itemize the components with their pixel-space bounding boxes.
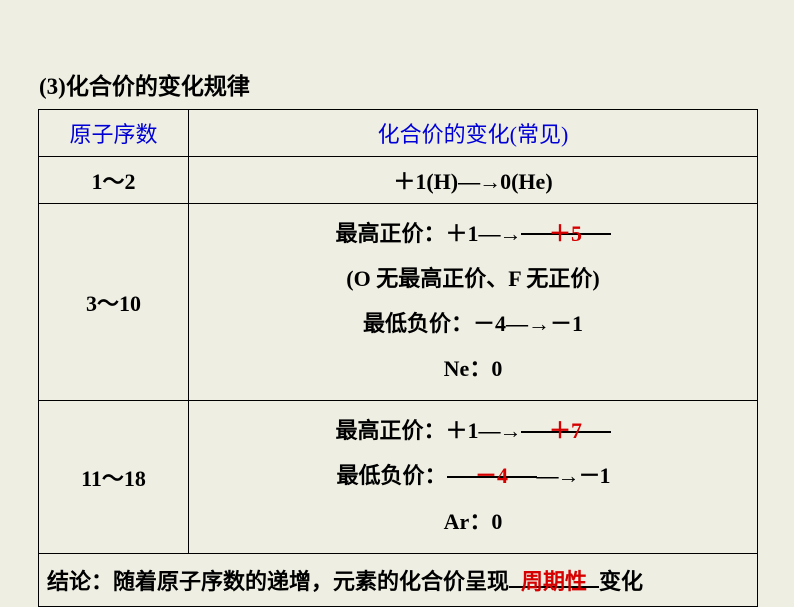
valence-table: 原子序数 化合价的变化(常见) 1～2 ＋1(H)―→0(He) 3～10 最高… [38, 109, 758, 607]
blank-field: 周期性 [509, 564, 599, 588]
valence-1-2: ＋1(H)―→0(He) [189, 157, 758, 204]
blank-field: ＋5 [521, 211, 611, 235]
answer: ＋7 [549, 418, 582, 443]
line-note: (O 无最高正价、F 无正价) [189, 256, 757, 301]
answer: －4 [475, 463, 508, 488]
text: 最低负价： [336, 463, 446, 488]
answer: 周期性 [521, 569, 587, 594]
text: 变化 [599, 569, 643, 594]
conclusion-cell: 结论：随着原子序数的递增，元素的化合价呈现周期性变化 [39, 553, 758, 606]
text: 0(He) [500, 169, 553, 194]
line-lowest: 最低负价：－4―→－1 [189, 453, 757, 498]
text: 最高正价：＋1 [335, 418, 478, 443]
arrow-icon: ―→ [458, 169, 500, 194]
range-1-2: 1～2 [39, 157, 189, 204]
range-11-18: 11～18 [39, 401, 189, 553]
arrow-icon: ―→ [479, 418, 521, 443]
table-row: 1～2 ＋1(H)―→0(He) [39, 157, 758, 204]
section-title: (3)化合价的变化规律 [0, 0, 794, 109]
table-conclusion-row: 结论：随着原子序数的递增，元素的化合价呈现周期性变化 [39, 553, 758, 606]
valence-3-10: 最高正价：＋1―→＋5 (O 无最高正价、F 无正价) 最低负价：－4―→－1 … [189, 204, 758, 401]
arrow-icon: ―→－1 [537, 463, 610, 488]
table-row: 11～18 最高正价：＋1―→＋7 最低负价：－4―→－1 Ar：0 [39, 401, 758, 553]
line-lowest: 最低负价：－4―→－1 [189, 301, 757, 346]
answer: ＋5 [549, 221, 582, 246]
header-valence-change: 化合价的变化(常见) [189, 110, 758, 157]
blank-field: ＋7 [521, 408, 611, 432]
line-ne: Ne：0 [189, 346, 757, 391]
blank-field: －4 [447, 453, 537, 477]
line-highest: 最高正价：＋1―→＋5 [189, 211, 757, 256]
arrow-icon: ―→ [479, 221, 521, 246]
text: 结论：随着原子序数的递增，元素的化合价呈现 [47, 569, 509, 594]
table-header-row: 原子序数 化合价的变化(常见) [39, 110, 758, 157]
header-atomic-number: 原子序数 [39, 110, 189, 157]
line-ar: Ar：0 [189, 499, 757, 544]
text: ＋1(H) [393, 169, 458, 194]
line-highest: 最高正价：＋1―→＋7 [189, 408, 757, 453]
text: 最高正价：＋1 [335, 221, 478, 246]
range-3-10: 3～10 [39, 204, 189, 401]
table-row: 3～10 最高正价：＋1―→＋5 (O 无最高正价、F 无正价) 最低负价：－4… [39, 204, 758, 401]
valence-11-18: 最高正价：＋1―→＋7 最低负价：－4―→－1 Ar：0 [189, 401, 758, 553]
